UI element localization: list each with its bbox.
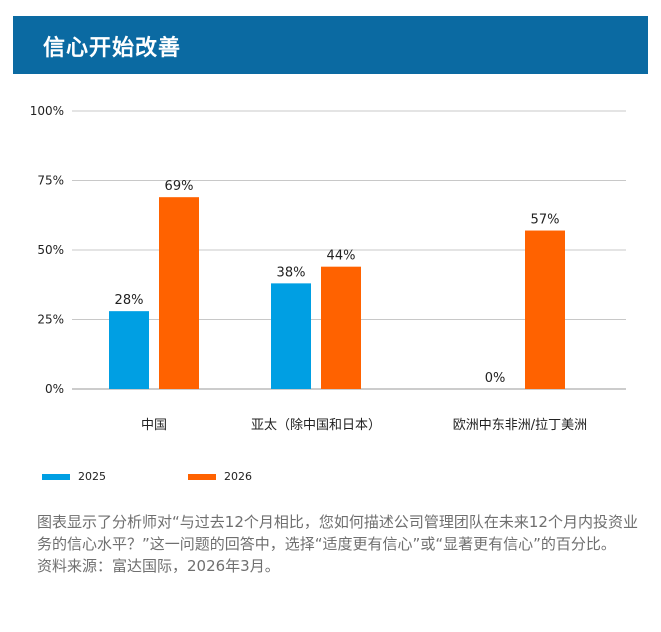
- bar-chart: 0% 25% 50% 75% 100% 28% 69% 中国 38% 44% 亚太（除中国和日本） 0…: [30, 104, 626, 433]
- x-category-label: 中国: [141, 418, 167, 433]
- x-category-label: 亚太（除中国和日本）: [251, 418, 381, 433]
- data-label: 0%: [485, 371, 506, 386]
- y-tick-label: 100%: [30, 104, 64, 118]
- legend-swatch-2025: [42, 473, 70, 480]
- bar-2025: [109, 311, 149, 389]
- bar-2025: [271, 283, 311, 389]
- header-banner: 信心开始改善: [13, 16, 648, 74]
- y-tick-label: 25%: [37, 313, 64, 327]
- chart-description: 图表显示了分析师对“与过去12个月相比，您如何描述公司管理团队在未来12个月内投…: [37, 513, 638, 553]
- y-tick-label: 50%: [37, 243, 64, 257]
- legend-swatch-2026: [188, 473, 216, 480]
- chart-source: 资料来源：富达国际，2026年3月。: [37, 557, 280, 575]
- y-tick-label: 0%: [45, 382, 64, 396]
- bar-2026: [525, 230, 565, 389]
- data-label: 44%: [327, 249, 356, 264]
- legend-item-2026: 2026: [188, 470, 252, 483]
- page-title: 信心开始改善: [43, 36, 182, 61]
- bar-2026: [159, 197, 199, 389]
- legend-label-2026: 2026: [224, 470, 252, 483]
- y-tick-label: 75%: [37, 174, 64, 188]
- x-category-label: 欧洲中东非洲/拉丁美洲: [453, 418, 587, 433]
- data-label: 38%: [277, 265, 306, 280]
- data-label: 69%: [165, 179, 194, 194]
- legend-item-2025: 2025: [42, 470, 106, 483]
- data-label: 28%: [115, 293, 144, 308]
- chart-note: 图表显示了分析师对“与过去12个月相比，您如何描述公司管理团队在未来12个月内投…: [37, 511, 642, 577]
- data-label: 57%: [531, 213, 560, 228]
- legend-label-2025: 2025: [78, 470, 106, 483]
- chart-legend: 2025 2026: [0, 470, 661, 486]
- bar-2026: [321, 266, 361, 389]
